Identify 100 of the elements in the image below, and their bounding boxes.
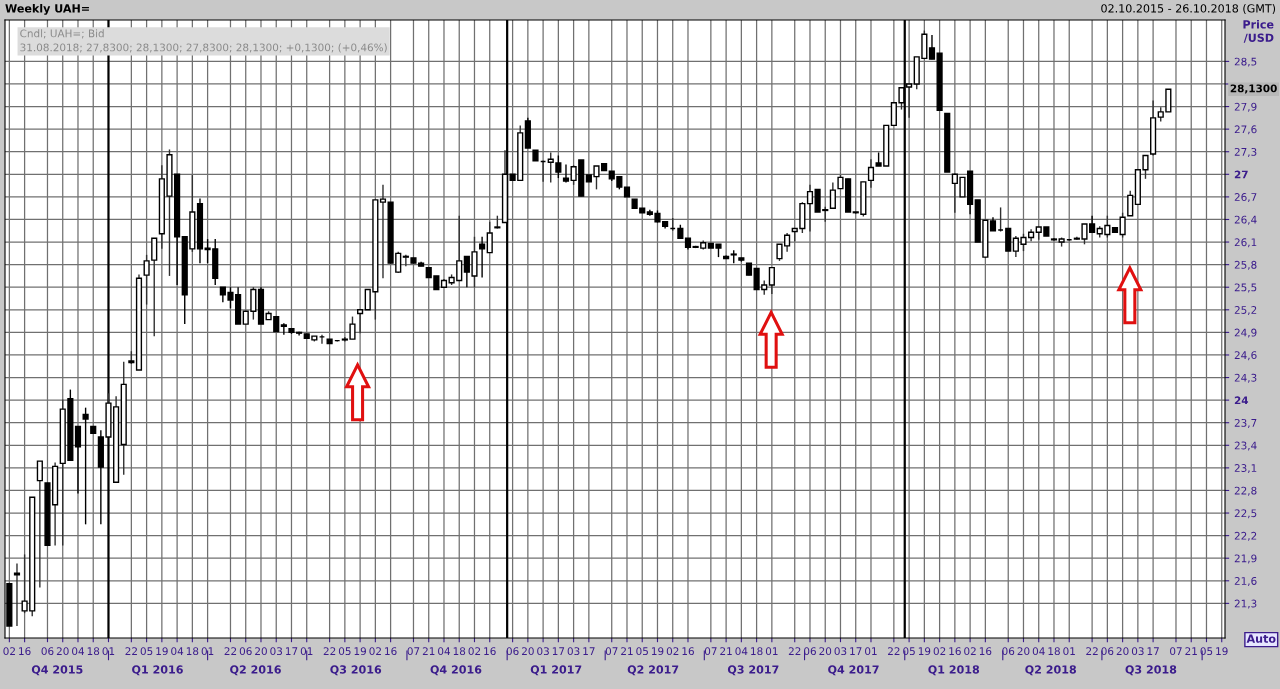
x-tick-label: 17 <box>1147 647 1159 655</box>
x-tick-label: 17 <box>286 647 298 655</box>
x-tick-label: 01 <box>300 647 313 656</box>
candlestick <box>74 425 82 495</box>
x2-tick-label: Q3 2016 <box>330 665 382 676</box>
candlestick <box>1119 212 1126 239</box>
candlestick <box>357 309 364 334</box>
x-tick-label: 19 <box>918 647 931 656</box>
x-tick-label: 17 <box>850 647 862 655</box>
y-tick-label: 21,3 <box>1234 599 1257 609</box>
x-tick-label: 22 <box>788 647 801 655</box>
x-tick-label: 06 <box>1101 647 1114 656</box>
candlestick <box>829 181 836 209</box>
y-tick-label: 23,7 <box>1234 418 1257 428</box>
y-tick-label: 25,5 <box>1234 283 1257 293</box>
x-tick-label: 20 <box>255 647 267 656</box>
x-tick-label: 22 <box>224 647 237 655</box>
annotation: 31.08.2018; 27,8300; 28,1300; 27,8300; 28,1300; +0,1300; (+0,46%) <box>20 43 387 53</box>
x2-tick-label: Q1 2016 <box>132 665 183 676</box>
x-tick-label: 04 <box>1032 647 1045 656</box>
x-tick-label: 17 <box>552 647 565 655</box>
x-tick-label: 16 <box>682 647 694 656</box>
x-tick-label: 20 <box>56 647 69 656</box>
x-tick-label: 02 <box>666 647 679 656</box>
y-tick-label: 25,2 <box>1234 306 1257 315</box>
candlestick <box>486 221 493 254</box>
x-tick-label: 18 <box>751 647 763 656</box>
candlestick <box>479 236 486 279</box>
x-tick-label: 01 <box>765 647 778 656</box>
y-tick-label: 21,6 <box>1234 577 1257 586</box>
x-tick-label: 22 <box>323 647 336 655</box>
x-tick-label: 07 <box>704 647 717 656</box>
x-tick-label: 06 <box>506 647 519 656</box>
y-tick-label: 23,4 <box>1234 441 1257 451</box>
y-tick-label: 27,9 <box>1234 102 1257 112</box>
x-tick-label: 05 <box>140 647 153 656</box>
x-tick-label: 04 <box>72 647 85 656</box>
x2-tick-label: Q3 2018 <box>1125 665 1177 676</box>
y-tick-label: 27,3 <box>1234 147 1257 157</box>
x-tick-label: 03 <box>1131 647 1144 656</box>
y-tick-label: 21,9 <box>1234 554 1257 564</box>
x-tick-label: 17 <box>583 647 595 655</box>
chart-subtitle: 02.10.2015 - 26.10.2018 (GMT) <box>1101 4 1276 14</box>
y-tick-label: 25,8 <box>1234 260 1257 270</box>
x-tick-label: 06 <box>41 647 54 656</box>
x2-tick-label: Q4 2015 <box>31 665 83 676</box>
x-tick-label: 03 <box>834 647 847 656</box>
x-tick-label: 21 <box>720 647 732 655</box>
x-tick-label: 21 <box>422 647 435 655</box>
x-tick-label: 02 <box>369 647 381 656</box>
x-tick-label: 19 <box>156 647 168 656</box>
chart-title: Weekly UAH= <box>5 4 89 15</box>
candlestick <box>806 184 814 233</box>
candlestick <box>379 184 387 279</box>
x-tick-label: 19 <box>652 647 664 656</box>
candlestick <box>280 322 287 336</box>
x-tick-label: 22 <box>125 647 137 655</box>
y-tick-label: 22,8 <box>1234 486 1257 496</box>
x-tick-label: 03 <box>567 647 580 656</box>
y-tick-label: 23,1 <box>1234 464 1257 474</box>
x-tick-label: 05 <box>338 647 351 656</box>
x-tick-label: 04 <box>735 647 748 656</box>
x2-tick-label: Q2 2017 <box>627 665 679 676</box>
x-tick-label: 21 <box>621 647 633 655</box>
x2-tick-label: Q2 2016 <box>230 665 281 676</box>
x2-tick-label: Q4 2017 <box>828 665 879 676</box>
x-tick-label: 02 <box>933 647 946 656</box>
x-tick-label: 07 <box>1170 647 1182 656</box>
y-tick-label: 24,9 <box>1234 328 1257 338</box>
x-tick-label: 16 <box>949 647 961 656</box>
candlestick <box>562 163 570 184</box>
x-tick-label: 18 <box>186 647 199 656</box>
candlestick <box>768 266 775 295</box>
x-tick-label: 16 <box>979 647 992 656</box>
y-tick-label: 27 <box>1234 170 1248 179</box>
x-tick-label: 20 <box>1116 647 1129 656</box>
x2-tick-label: Q1 2017 <box>530 665 582 676</box>
x-tick-label: 20 <box>521 647 534 656</box>
x-tick-label: 16 <box>385 647 397 656</box>
x-tick-label: 18 <box>453 647 466 656</box>
x-tick-label: 04 <box>171 647 184 656</box>
x-tick-label: 01 <box>102 647 115 656</box>
x-tick-label: 06 <box>1002 647 1015 656</box>
y-tick-label: 26,7 <box>1234 193 1257 203</box>
x2-tick-label: Q3 2017 <box>727 665 779 676</box>
y-tick-label: 26,1 <box>1234 238 1257 248</box>
x-tick-label: 04 <box>438 647 451 656</box>
x-tick-label: 03 <box>270 647 283 656</box>
candlestick <box>928 34 936 60</box>
y-tick-label: 24 <box>1234 396 1249 405</box>
x-tick-label: 02 <box>3 647 15 656</box>
x-tick-label: 05 <box>636 647 648 656</box>
text: 28,1300 <box>1230 84 1277 94</box>
x-tick-label: 05 <box>1200 647 1213 656</box>
x-tick-label: 16 <box>19 647 31 656</box>
x-tick-label: 02 <box>468 647 481 656</box>
y-tick-label: 24,3 <box>1234 373 1257 383</box>
x2-tick-label: Q1 2018 <box>928 665 980 676</box>
x-tick-label: 05 <box>903 647 915 656</box>
y-tick-label: 24,6 <box>1234 351 1257 361</box>
